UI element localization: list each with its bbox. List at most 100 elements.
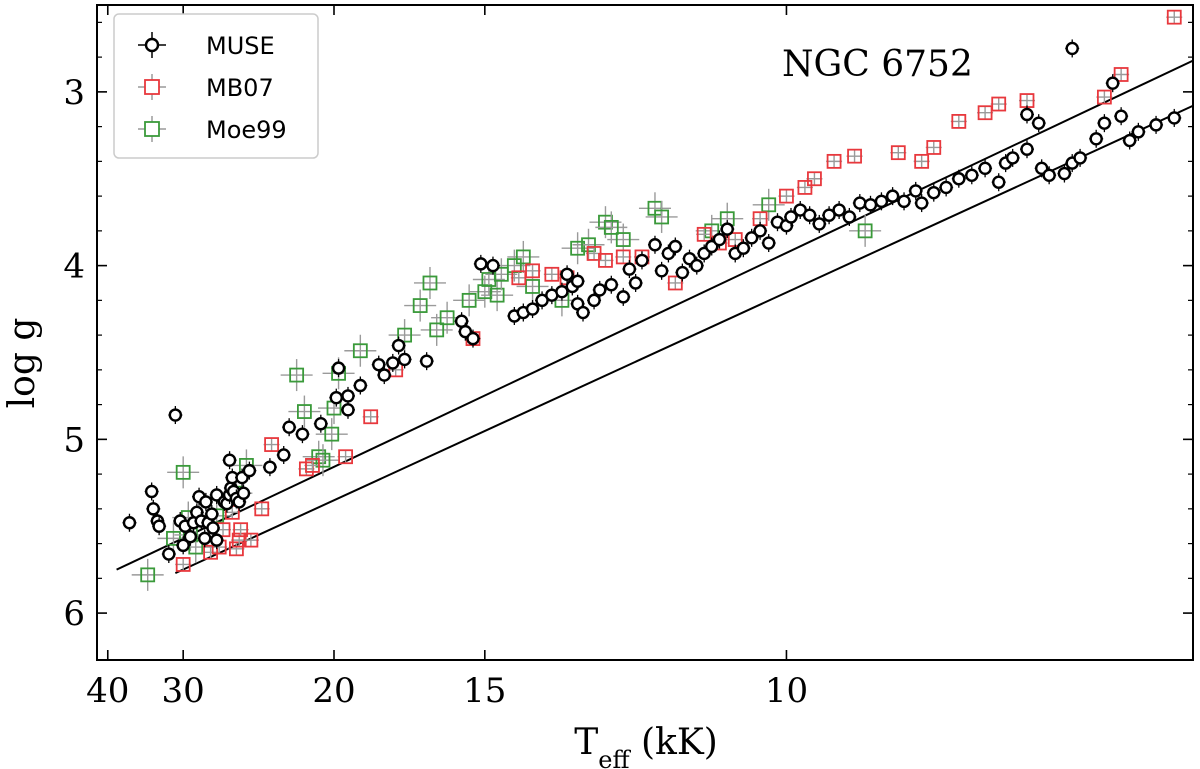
y-tick-label: 5 [63, 420, 85, 460]
point-muse [535, 291, 550, 310]
point-muse [1089, 129, 1104, 148]
point-muse [604, 275, 619, 294]
legend-label: MUSE [206, 32, 275, 60]
point-muse [340, 400, 355, 419]
point-moe99 [752, 188, 785, 221]
point-mb07 [228, 541, 245, 557]
point-muse [204, 505, 219, 524]
point-muse [1167, 108, 1182, 127]
point-muse [560, 265, 575, 284]
point-muse [736, 239, 751, 258]
point-moe99 [516, 270, 549, 303]
point-muse [1057, 164, 1072, 183]
point-muse [783, 207, 798, 226]
legend-label: MB07 [206, 74, 274, 102]
point-muse [197, 529, 212, 548]
model-lines [116, 59, 1194, 575]
point-moe99 [344, 334, 377, 367]
point-mb07 [667, 275, 684, 291]
point-muse [331, 359, 346, 378]
point-mb07 [826, 153, 843, 169]
point-mb07 [263, 437, 280, 452]
point-muse [592, 280, 607, 299]
point-muse [622, 260, 637, 279]
point-mb07 [232, 522, 249, 538]
point-muse [812, 214, 827, 233]
point-muse [262, 458, 277, 477]
point-muse [152, 517, 167, 536]
legend-entry-muse: MUSE [138, 32, 275, 60]
point-mb07 [304, 458, 321, 473]
point-muse [978, 159, 993, 178]
series-muse [122, 39, 1182, 564]
point-muse [908, 181, 923, 200]
point-moe99 [453, 284, 486, 317]
point-moe99 [572, 228, 605, 261]
point-mb07 [925, 140, 942, 155]
point-muse [176, 536, 191, 555]
y-axis-label: log g [2, 318, 43, 409]
point-muse [1149, 115, 1164, 134]
point-moe99 [288, 395, 321, 428]
legend-label: Moe99 [206, 116, 287, 144]
point-muse [391, 336, 406, 355]
x-axis-label: Teff (kK) [574, 722, 718, 769]
point-muse [144, 482, 159, 501]
axis-ticks: 40 30 20 15 10 3 4 5 6 [63, 5, 1193, 711]
point-moe99 [167, 456, 200, 489]
point-mb07 [337, 449, 354, 465]
point-mb07 [1096, 89, 1113, 105]
point-muse [1019, 140, 1034, 159]
y-tick-label: 4 [63, 247, 85, 287]
point-muse [419, 352, 434, 371]
point-moe99 [595, 211, 628, 244]
point-muse [340, 386, 355, 405]
point-muse [1122, 131, 1137, 150]
legend-box [113, 13, 319, 159]
point-muse [371, 355, 386, 374]
point-muse [122, 513, 137, 532]
point-mb07 [597, 252, 614, 268]
point-muse [353, 376, 368, 395]
point-moe99 [849, 214, 882, 247]
point-muse [842, 207, 857, 226]
point-muse [874, 192, 889, 211]
point-moe99 [280, 359, 313, 392]
point-mb07 [362, 409, 379, 425]
point-mb07 [977, 105, 994, 121]
point-mb07 [950, 114, 967, 129]
point-muse [473, 254, 488, 273]
point-muse [1114, 107, 1129, 126]
point-muse [587, 291, 602, 310]
point-mb07 [890, 145, 907, 161]
point-muse [753, 221, 768, 240]
x-tick-label: 40 [86, 671, 129, 711]
series-mb07 [175, 9, 1183, 572]
point-muse [832, 201, 847, 220]
point-muse [295, 425, 310, 444]
point-mb07 [806, 171, 823, 187]
point-muse [628, 273, 643, 292]
point-muse [939, 178, 954, 197]
point-muse [761, 234, 776, 253]
point-muse [570, 272, 585, 291]
x-tick-label: 30 [162, 671, 205, 711]
point-muse [720, 220, 735, 239]
point-muse [1065, 39, 1080, 58]
point-mb07 [846, 148, 863, 164]
point-muse [525, 300, 540, 319]
point-moe99 [485, 258, 518, 291]
point-muse [198, 492, 213, 511]
point-moe99 [315, 418, 348, 451]
model-line-1 [116, 59, 1194, 571]
point-muse [485, 256, 500, 275]
x-tick-label: 15 [463, 671, 506, 711]
point-mb07 [202, 544, 219, 560]
point-muse [675, 263, 690, 282]
y-tick-label: 3 [63, 73, 85, 113]
model-line-2 [174, 104, 1194, 575]
point-muse [222, 451, 237, 470]
point-moe99 [404, 289, 437, 322]
point-mb07 [778, 188, 795, 204]
point-muse [634, 251, 649, 270]
